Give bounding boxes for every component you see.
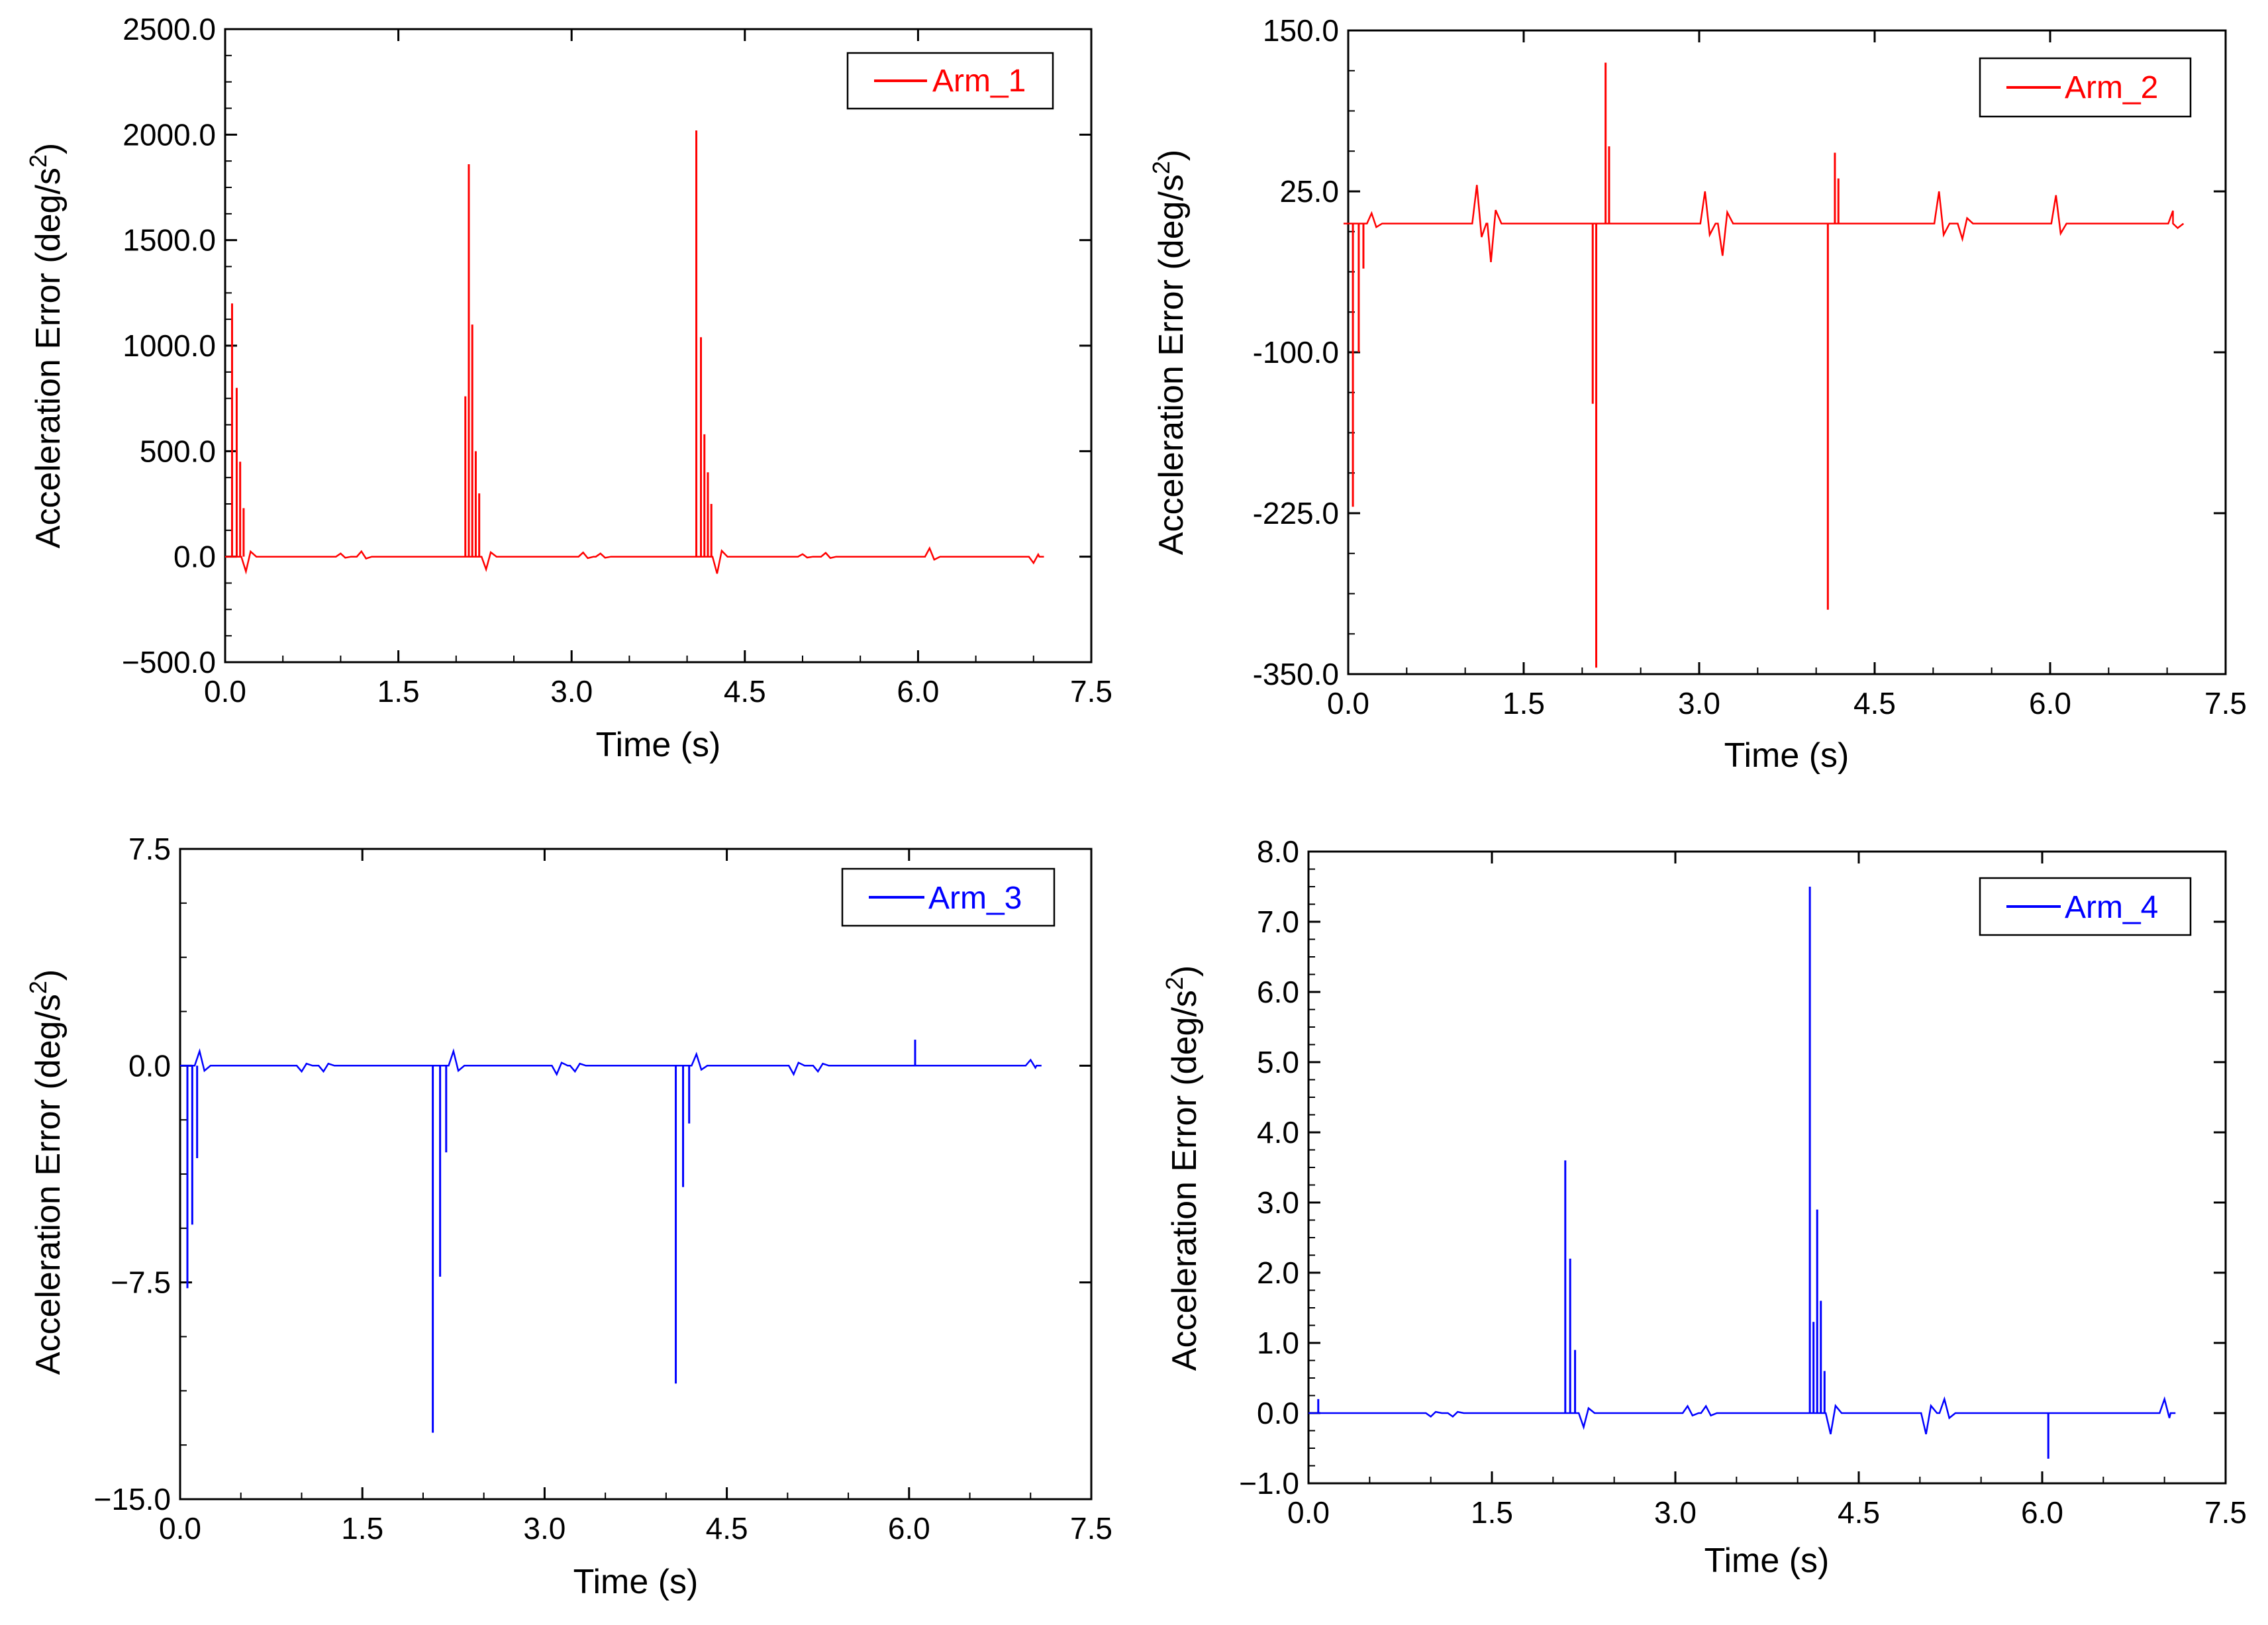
legend-box-2 [1979,57,2192,118]
y-tick-label: 0.0 [173,540,216,574]
x-tick-label: 3.0 [1678,686,1720,720]
x-tick-label: 7.5 [1070,1511,1112,1546]
x-tick-label: 4.5 [706,1511,748,1546]
plot-frame-2 [1347,29,2227,675]
legend-label-2: Arm_2 [2065,70,2158,105]
y-tick-label: 6.0 [1257,975,1299,1009]
spike-marks-4 [1317,887,2049,1459]
x-axis-title-4: Time (s) [1704,1542,1830,1580]
x-ticks-1: 0.0 1.5 3.0 4.5 6.0 7.5 [204,29,1112,709]
y-tick-label: -350.0 [1253,657,1339,691]
x-ticks-3: 0.0 1.5 3.0 4.5 6.0 7.5 [159,849,1112,1546]
x-tick-label: 6.0 [2021,1495,2063,1530]
y-tick-label: 3.0 [1257,1185,1299,1220]
x-ticks-4: 0.0 1.5 3.0 4.5 6.0 7.5 [1287,852,2247,1530]
y-tick-label: 4.0 [1257,1115,1299,1150]
x-tick-label: 7.5 [1070,674,1112,709]
panel-arm-4: −1.00.01.02.03.04.05.06.07.08.0 0.0 1.5 3.… [1161,834,2247,1580]
x-tick-label: 3.0 [550,674,593,709]
x-tick-label: 1.5 [1471,1495,1513,1530]
x-tick-label: 0.0 [1287,1495,1330,1530]
x-tick-label: 4.5 [724,674,766,709]
x-tick-label: 0.0 [204,674,246,709]
series-line-arm-3 [180,1048,1042,1077]
y-ticks-4: −1.0 0.0 1.0 2.0 3.0 4.0 5.0 6.0 7.0 8.0 [1239,834,2226,1501]
y-tick-label: 7.0 [1257,905,1299,939]
x-tick-label: 6.0 [2029,686,2071,720]
y-tick-label: −7.5 [111,1265,171,1300]
y-tick-label: −1.0 [1239,1466,1299,1501]
x-tick-label: 7.5 [2204,686,2247,720]
legend-label-1: Arm_1 [932,64,1026,99]
y-tick-label: −500.0 [122,645,216,679]
x-tick-label: 4.5 [1853,686,1896,720]
y-axis-title-2: Acceleration Error (deg/s2) [1148,150,1191,555]
x-tick-label: 1.5 [341,1511,383,1546]
y-tick-label: 2000.0 [123,117,216,152]
y-tick-label: 1000.0 [123,328,216,363]
y-tick-label: -100.0 [1253,335,1339,369]
y-tick-label: 25.0 [1279,174,1339,209]
series-line-arm-2 [1343,185,2185,263]
plot-frame-4 [1307,850,2227,1485]
x-tick-label: 1.5 [377,674,420,709]
y-tick-label: 500.0 [140,434,216,468]
x-axis-title-1: Time (s) [596,726,721,764]
x-ticks-2: 0.0 1.5 3.0 4.5 6.0 7.5 [1327,30,2247,720]
y-tick-label: 0.0 [128,1048,171,1083]
plot-frame-1 [224,28,1093,664]
x-tick-label: 3.0 [523,1511,566,1546]
x-axis-title-2: Time (s) [1724,736,1849,775]
y-axis-title-1: Acceleration Error (deg/s2) [25,143,68,548]
x-tick-label: 0.0 [159,1511,201,1546]
plot-frame-3 [179,848,1093,1501]
x-tick-label: 1.5 [1503,686,1545,720]
x-tick-label: 7.5 [2204,1495,2247,1530]
x-tick-label: 3.0 [1654,1495,1697,1530]
x-axis-title-3: Time (s) [573,1563,699,1601]
y-ticks-3: −15.0 −7.5 0.0 7.5 [94,832,1091,1516]
y-ticks-2: -350.0 -225.0 -100.0 25.0 150.0 [1253,13,2226,691]
y-tick-label: 2500.0 [123,12,216,46]
series-line-arm-1 [225,546,1044,575]
legend-label-3: Arm_3 [928,881,1022,916]
legend-label-4: Arm_4 [2065,890,2158,925]
panel-arm-2: -350.0 -225.0 -100.0 25.0 150.0 0.0 1.5 3.0 4.5… [1148,13,2247,775]
x-tick-label: 0.0 [1327,686,1369,720]
y-tick-label: 7.5 [128,832,171,866]
y-tick-label: 150.0 [1263,13,1339,48]
series-line-arm-4 [1308,1396,2176,1435]
y-tick-label: −15.0 [94,1482,171,1516]
y-tick-label: 1.0 [1257,1326,1299,1360]
y-tick-label: 5.0 [1257,1045,1299,1079]
panel-arm-3: −15.0 −7.5 0.0 7.5 0.0 1.5 3.0 4.5 6.0 7.5 Arm_3… [25,832,1112,1601]
x-tick-label: 6.0 [888,1511,930,1546]
y-tick-label: 0.0 [1257,1396,1299,1430]
y-axis-title-3: Acceleration Error (deg/s2) [25,969,68,1375]
y-tick-label: 8.0 [1257,834,1299,869]
y-tick-label: -225.0 [1253,496,1339,530]
spike-marks-1 [230,130,713,557]
y-axis-title-4: Acceleration Error (deg/s2) [1161,965,1205,1371]
y-tick-label: 2.0 [1257,1256,1299,1290]
spike-marks-3 [186,1040,916,1433]
x-tick-label: 4.5 [1838,1495,1880,1530]
spike-marks-2 [1352,62,1840,668]
y-ticks-1: −500.0 0.0 500.0 1000.0 1500.0 2000.0 2500.0 [122,12,1091,679]
x-tick-label: 6.0 [897,674,939,709]
y-tick-label: 1500.0 [123,223,216,258]
